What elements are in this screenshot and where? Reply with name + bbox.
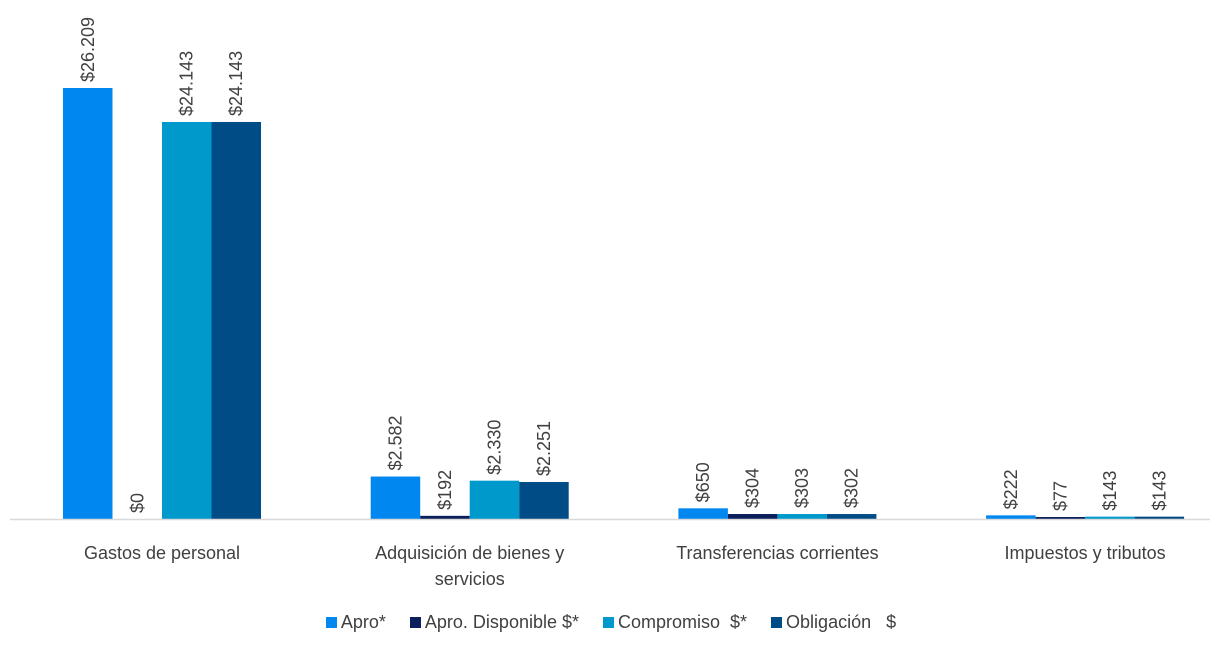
category-label-line: Gastos de personal [84, 543, 240, 563]
legend-swatch [409, 617, 421, 628]
category-label-0: Gastos de personal [84, 543, 240, 563]
bars-group [63, 88, 1185, 519]
data-label-1-1: $192 [435, 470, 455, 510]
legend-item-3: Obligación $ [771, 612, 896, 633]
data-label-1-2: $304 [743, 468, 763, 508]
legend-item-2: Compromiso $* [603, 612, 747, 633]
bar-3-0 [211, 121, 261, 519]
category-label-line: servicios [435, 569, 505, 589]
legend-item-0: Apro* [325, 612, 386, 633]
category-label-2: Transferencias corrientes [676, 543, 878, 563]
category-label-line: Impuestos y tributos [1005, 543, 1166, 563]
data-label-3-3: $143 [1149, 471, 1169, 511]
bar-2-2 [777, 514, 827, 519]
bar-0-2 [678, 508, 728, 519]
bar-3-1 [519, 481, 569, 519]
bar-2-3 [1085, 516, 1135, 519]
bar-1-1 [420, 515, 470, 519]
legend-swatch [771, 617, 783, 628]
data-label-2-2: $303 [792, 468, 812, 508]
bar-1-3 [1035, 517, 1086, 519]
data-label-0-0: $26.209 [78, 17, 98, 82]
category-label-1: Adquisición de bienes y servicios [375, 543, 564, 589]
bar-0-0 [63, 88, 113, 519]
bar-1-2 [727, 514, 778, 519]
bar-2-1 [469, 480, 520, 519]
legend-label: Compromiso $* [618, 612, 748, 632]
data-labels-group: $26.209 $0 $24.143 $24.143 $2.582 $192 $2.330 $… [78, 17, 1170, 513]
data-label-1-3: $77 [1050, 481, 1070, 511]
data-label-2-0: $24.143 [177, 51, 197, 116]
category-label-line: Transferencias corrientes [676, 543, 878, 563]
legend-item-1: Apro. Disponible $* [409, 612, 579, 633]
legend-swatch [325, 617, 337, 628]
legend-label: Apro. Disponible $* [424, 612, 579, 632]
bar-0-3 [986, 515, 1036, 519]
data-label-3-1: $2.251 [534, 421, 554, 476]
data-label-1-0: $0 [127, 493, 147, 513]
bar-3-2 [826, 514, 877, 519]
bar-0-1 [370, 476, 421, 519]
data-label-3-0: $24.143 [226, 51, 246, 116]
category-label-3: Impuestos y tributos [1005, 543, 1166, 563]
bar-2-0 [162, 121, 212, 519]
legend: Apro* Apro. Disponible $* Compromiso $* Obl… [0, 612, 1222, 633]
data-label-2-1: $2.330 [484, 420, 504, 475]
data-label-3-2: $302 [842, 468, 862, 508]
category-labels-group: Gastos de personal Adquisición de bienes … [84, 543, 1166, 589]
bar-3-3 [1134, 516, 1185, 519]
category-label-line: Adquisición de bienes y [375, 543, 564, 563]
data-label-0-3: $222 [1001, 469, 1021, 509]
legend-label: Obligación $ [786, 612, 897, 632]
data-label-0-1: $2.582 [385, 415, 405, 470]
legend-label: Apro* [340, 612, 386, 632]
data-label-0-2: $650 [693, 462, 713, 502]
legend-swatch [603, 617, 614, 628]
data-label-2-3: $143 [1100, 471, 1120, 511]
